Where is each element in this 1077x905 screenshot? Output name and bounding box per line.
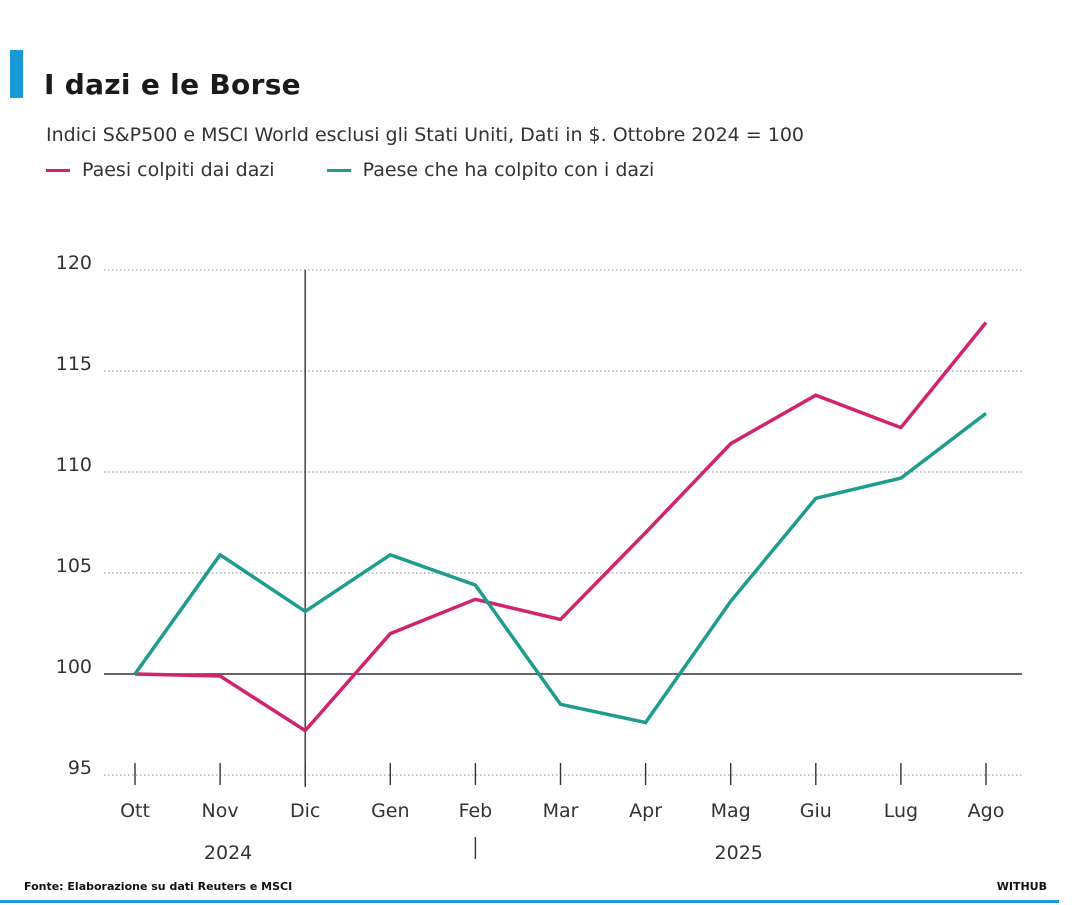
- chart-title: I dazi e le Borse: [44, 68, 301, 101]
- y-tick-label-95: 95: [68, 757, 92, 779]
- x-tick-label-Nov: Nov: [202, 800, 239, 822]
- line-chart: 95 100 105 110 115 120 Ott Nov Dic Gen Feb Mar Apr Ma…: [56, 252, 1022, 864]
- x-tick-label-Gen: Gen: [371, 800, 409, 822]
- x-tick-label-Feb: Feb: [459, 800, 493, 822]
- x-tick-label-Lug: Lug: [884, 800, 918, 822]
- x-tick-label-Mag: Mag: [711, 800, 751, 822]
- year-label-2025: 2025: [715, 842, 763, 864]
- x-tick-label-Mar: Mar: [543, 800, 579, 822]
- y-tick-label-115: 115: [56, 353, 92, 375]
- series-line-colpiti: [134, 321, 988, 733]
- x-tick-label-Giu: Giu: [800, 800, 832, 822]
- legend-swatch-colpiti: [46, 168, 70, 172]
- footer-rule: [0, 900, 1059, 903]
- series-line-colpitore: [133, 412, 988, 725]
- title-accent-bar: [10, 50, 23, 98]
- y-tick-label-105: 105: [56, 555, 92, 577]
- year-label-2024: 2024: [204, 842, 252, 864]
- x-tick-label-Apr: Apr: [629, 800, 662, 822]
- x-tick-label-Ago: Ago: [968, 800, 1005, 822]
- y-tick-label-120: 120: [56, 252, 92, 274]
- legend-item-colpitore: Paese che ha colpito con i dazi: [326, 159, 655, 181]
- y-tick-label-110: 110: [56, 454, 92, 476]
- x-tick-label-Dic: Dic: [290, 800, 320, 822]
- legend: Paesi colpiti dai dazi Paese che ha colp…: [46, 159, 706, 181]
- legend-swatch-colpitore: [326, 168, 351, 172]
- y-tick-label-100: 100: [56, 656, 92, 678]
- chart-subtitle: Indici S&P500 e MSCI World esclusi gli S…: [46, 124, 805, 146]
- x-tick-label-Ott: Ott: [120, 800, 150, 822]
- brand-logo: WITHUB: [996, 880, 1047, 893]
- legend-label-colpitore: Paese che ha colpito con i dazi: [362, 159, 655, 181]
- source-note: Fonte: Elaborazione su dati Reuters e MS…: [24, 880, 293, 893]
- legend-label-colpiti: Paesi colpiti dai dazi: [82, 159, 275, 181]
- legend-item-colpiti: Paesi colpiti dai dazi: [46, 159, 275, 181]
